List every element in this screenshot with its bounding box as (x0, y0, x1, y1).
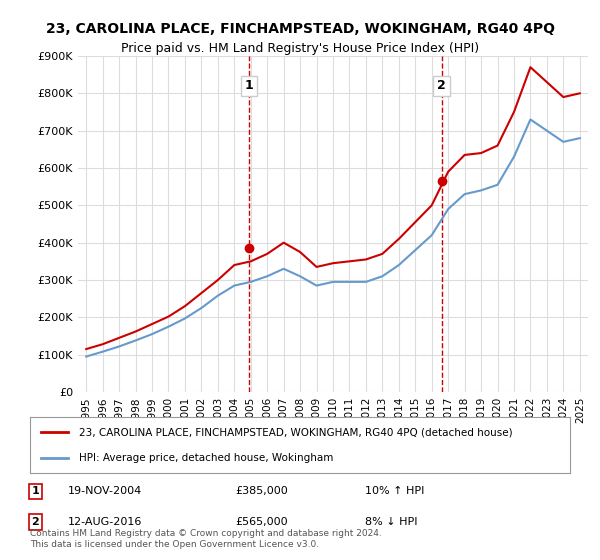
Text: 2: 2 (32, 517, 39, 527)
Text: 8% ↓ HPI: 8% ↓ HPI (365, 517, 418, 527)
Text: 10% ↑ HPI: 10% ↑ HPI (365, 487, 424, 496)
Text: 19-NOV-2004: 19-NOV-2004 (68, 487, 142, 496)
Text: 12-AUG-2016: 12-AUG-2016 (68, 517, 142, 527)
Text: Price paid vs. HM Land Registry's House Price Index (HPI): Price paid vs. HM Land Registry's House … (121, 42, 479, 55)
Text: 1: 1 (32, 487, 39, 496)
Text: 23, CAROLINA PLACE, FINCHAMPSTEAD, WOKINGHAM, RG40 4PQ (detached house): 23, CAROLINA PLACE, FINCHAMPSTEAD, WOKIN… (79, 427, 512, 437)
Text: £565,000: £565,000 (235, 517, 288, 527)
Text: 23, CAROLINA PLACE, FINCHAMPSTEAD, WOKINGHAM, RG40 4PQ: 23, CAROLINA PLACE, FINCHAMPSTEAD, WOKIN… (46, 22, 554, 36)
Text: 1: 1 (245, 80, 253, 92)
Text: 2: 2 (437, 80, 446, 92)
Text: HPI: Average price, detached house, Wokingham: HPI: Average price, detached house, Woki… (79, 453, 333, 463)
Text: Contains HM Land Registry data © Crown copyright and database right 2024.
This d: Contains HM Land Registry data © Crown c… (30, 529, 382, 549)
Text: £385,000: £385,000 (235, 487, 288, 496)
